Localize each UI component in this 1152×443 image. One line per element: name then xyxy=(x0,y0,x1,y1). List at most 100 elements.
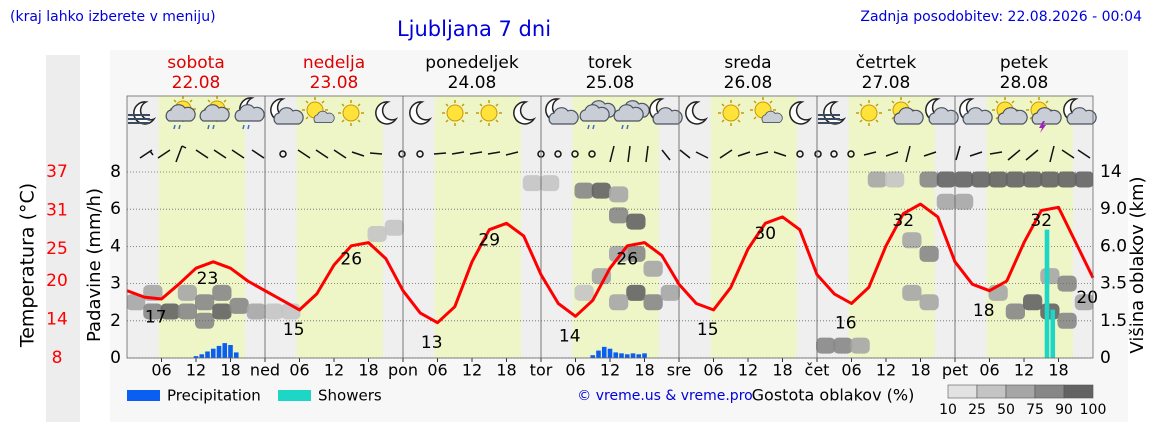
day-name: ponedeljek xyxy=(425,53,519,73)
cloud-cell xyxy=(574,284,594,301)
cloud-cell xyxy=(212,284,232,301)
x-tick-label: 12 xyxy=(600,361,620,380)
x-tick-label: 18 xyxy=(634,361,654,380)
precipitation-bar xyxy=(216,345,222,358)
temperature-tick-label: 14 xyxy=(46,310,68,330)
cloud-legend-label: 25 xyxy=(968,402,986,418)
cloud-legend-swatch xyxy=(1034,384,1065,399)
x-tick-label: čet xyxy=(805,361,830,380)
cloud-cell xyxy=(1057,275,1077,292)
temperature-label: 20 xyxy=(1076,288,1098,308)
cloud-cell xyxy=(1040,171,1060,188)
temperature-label: 14 xyxy=(559,327,581,347)
cloud-cell xyxy=(850,337,870,354)
cloud-cell xyxy=(177,284,197,301)
cloud-cell xyxy=(195,312,215,329)
legend-swatch xyxy=(278,390,311,401)
legend-label: Showers xyxy=(318,387,382,405)
cloud-cell xyxy=(264,303,284,320)
precipitation-bar xyxy=(619,353,624,358)
cloud-cell xyxy=(885,171,905,188)
precipitation-bar xyxy=(601,346,607,358)
day-date: 27.08 xyxy=(862,73,911,93)
precipitation-bar xyxy=(193,356,199,358)
cloud-cell xyxy=(902,284,922,301)
x-tick-label: 06 xyxy=(979,361,999,380)
cloud-cell xyxy=(919,294,939,311)
x-tick-label: ned xyxy=(250,361,280,380)
temperature-label: 16 xyxy=(835,314,857,334)
cloud-cell xyxy=(1074,294,1093,311)
x-tick-label: 06 xyxy=(565,361,585,380)
cloud-cell xyxy=(954,171,974,188)
cloud-cell xyxy=(833,337,853,354)
cloud-cell xyxy=(936,171,956,188)
update-time: Zadnja posodobitev: 22.08.2026 - 00:04 xyxy=(860,9,1142,25)
precipitation-bar xyxy=(636,354,642,358)
cloud-cell xyxy=(609,294,629,311)
x-tick-label: 18 xyxy=(358,361,378,380)
temperature-label: 29 xyxy=(478,230,500,250)
temperature-tick-label: 37 xyxy=(46,162,68,182)
temperature-label: 26 xyxy=(616,250,638,270)
temperature-label: 13 xyxy=(421,333,443,353)
temperature-tick-label: 20 xyxy=(46,271,68,291)
cloud-cell xyxy=(816,337,836,354)
temperature-tick-label: 8 xyxy=(52,348,63,368)
precipitation-bar xyxy=(205,351,210,358)
daylight-band xyxy=(296,96,383,358)
day-date: 26.08 xyxy=(724,73,773,93)
temperature-label: 32 xyxy=(892,211,914,231)
cloud-cell xyxy=(1040,303,1060,320)
x-tick-label: 06 xyxy=(841,361,861,380)
cloud-cell xyxy=(540,175,560,192)
precipitation-bar xyxy=(596,350,601,358)
precipitation-tick-label: 2 xyxy=(110,311,121,331)
cloud-cell xyxy=(643,260,663,277)
precipitation-bar xyxy=(624,354,630,358)
cloud-cell xyxy=(936,193,956,210)
day-name: nedelja xyxy=(303,53,365,73)
daylight-band xyxy=(434,96,521,358)
cloud-cell xyxy=(609,186,629,203)
day-date: 28.08 xyxy=(1000,73,1049,93)
cloud-cell xyxy=(902,232,922,249)
cloud-tick-label: 14 xyxy=(1100,162,1122,182)
temperature-label: 15 xyxy=(283,320,305,340)
precipitation-bar xyxy=(1044,229,1050,358)
temperature-axis-title: Temperatura (°C) xyxy=(17,183,39,348)
left-strip xyxy=(46,55,80,422)
precipitation-bar xyxy=(642,353,647,358)
x-tick-label: 12 xyxy=(324,361,344,380)
precipitation-bar xyxy=(590,355,596,358)
cloud-cell xyxy=(1057,312,1077,329)
temperature-tick-label: 25 xyxy=(46,239,68,259)
x-tick-label: pon xyxy=(388,361,418,380)
cloud-cell xyxy=(212,303,232,320)
cloud-cell xyxy=(591,182,611,199)
cloud-tick-label: 9.0 xyxy=(1100,199,1127,219)
cloud-legend-label: 75 xyxy=(1026,402,1044,418)
cloud-cell xyxy=(1023,294,1043,311)
x-tick-label: sre xyxy=(667,361,691,380)
cloud-cell xyxy=(1074,171,1093,188)
daylight-band xyxy=(710,96,797,358)
x-tick-label: 18 xyxy=(220,361,240,380)
temperature-label: 18 xyxy=(973,301,995,321)
cloud-cell xyxy=(229,297,249,314)
cloud-cell xyxy=(1005,171,1025,188)
cloud-legend-swatch xyxy=(1005,384,1036,399)
x-tick-label: 12 xyxy=(876,361,896,380)
precipitation-tick-label: 3 xyxy=(110,274,121,294)
precipitation-bar xyxy=(233,352,239,358)
x-tick-label: 06 xyxy=(427,361,447,380)
x-tick-label: 06 xyxy=(289,361,309,380)
x-tick-label: pet xyxy=(942,361,968,380)
legend-swatch xyxy=(127,390,160,401)
precipitation-bar xyxy=(228,344,233,358)
precipitation-bar xyxy=(222,343,228,358)
cloud-cell xyxy=(160,303,180,320)
precipitation-bar xyxy=(1050,309,1056,358)
cloud-cell xyxy=(246,303,266,320)
temperature-label: 15 xyxy=(697,320,719,340)
